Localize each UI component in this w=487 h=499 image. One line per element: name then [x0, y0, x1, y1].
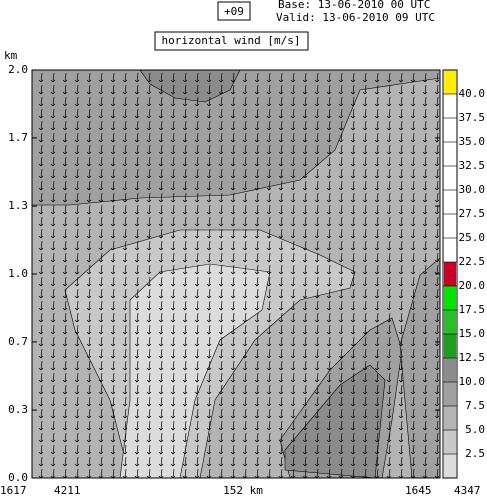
colorbar-label: 15.0	[459, 327, 486, 340]
colorbar-label: 2.5	[465, 447, 485, 460]
colorbar-label: 12.5	[459, 351, 486, 364]
base-time: Base: 13-06-2010 00 UTC	[278, 0, 430, 11]
colorbar-bin	[444, 190, 456, 214]
colorbar-bin	[444, 334, 456, 358]
y-axis-label: km	[4, 49, 18, 62]
colorbar-outline	[442, 69, 458, 479]
colorbar-label: 27.5	[459, 207, 486, 220]
colorbar-bin	[444, 262, 456, 286]
lead: +09	[224, 5, 244, 18]
colorbar-label: 25.0	[459, 231, 486, 244]
bottom-label: 4347	[454, 484, 481, 497]
y-tick-label: 0.3	[8, 403, 28, 416]
colorbar-label: 37.5	[459, 111, 486, 124]
title-box	[154, 31, 309, 51]
bottom-label: 1617	[0, 484, 27, 497]
lead-box	[217, 1, 251, 21]
colorbar-label: 32.5	[459, 159, 486, 172]
wind-field	[32, 70, 440, 478]
y-tick-label: 1.7	[8, 131, 28, 144]
bottom-label: 152 km	[223, 484, 263, 497]
colorbar-bin	[444, 286, 456, 310]
y-tick-label: 0.7	[8, 335, 28, 348]
valid-time: Valid: 13-06-2010 09 UTC	[276, 11, 435, 24]
colorbar-bin	[444, 454, 456, 478]
colorbar-bin	[444, 214, 456, 238]
bottom-label: 1645	[405, 484, 432, 497]
colorbar-label: 5.0	[465, 423, 485, 436]
y-tick-label: 0.0	[8, 471, 28, 484]
colorbar-label: 7.5	[465, 399, 485, 412]
colorbar-label: 20.0	[459, 279, 486, 292]
colorbar-bin	[444, 166, 456, 190]
y-tick-label: 1.3	[8, 199, 28, 212]
colorbar-label: 22.5	[459, 255, 486, 268]
colorbar-bin	[444, 94, 456, 118]
colorbar-bin	[444, 310, 456, 334]
bottom-label: 4211	[54, 484, 81, 497]
colorbar-bin	[444, 118, 456, 142]
chart-title: horizontal wind [m/s]	[161, 34, 300, 47]
colorbar-label: 17.5	[459, 303, 486, 316]
colorbar-bin	[444, 70, 456, 94]
colorbar-bin	[444, 430, 456, 454]
colorbar-bin	[444, 238, 456, 262]
colorbar-label: 35.0	[459, 135, 486, 148]
colorbar-label: 30.0	[459, 183, 486, 196]
colorbar-label: 40.0	[459, 87, 486, 100]
y-tick-label: 1.0	[8, 267, 28, 280]
colorbar-bin	[444, 382, 456, 406]
colorbar-bin	[444, 406, 456, 430]
y-tick-label: 2.0	[8, 63, 28, 76]
colorbar-bin	[444, 358, 456, 382]
colorbar-bin	[444, 142, 456, 166]
colorbar-label: 10.0	[459, 375, 486, 388]
